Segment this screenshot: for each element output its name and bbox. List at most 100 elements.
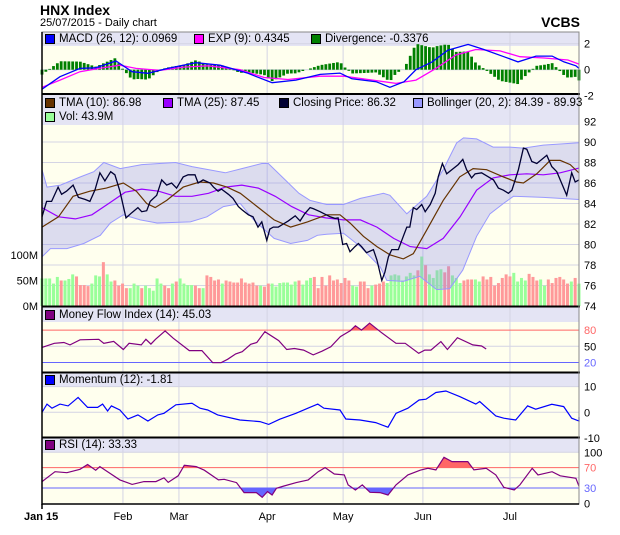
volume-bar bbox=[370, 285, 374, 306]
divergence-bar bbox=[209, 64, 213, 70]
volume-bar bbox=[144, 285, 148, 306]
tma10-line bbox=[41, 159, 580, 260]
volume-bar bbox=[508, 276, 512, 306]
volume-bar bbox=[504, 274, 508, 306]
divergence-bar bbox=[293, 69, 297, 74]
volume-bar bbox=[86, 286, 90, 306]
legend-macd: MACD (26, 12): 0.0969 bbox=[45, 33, 177, 45]
legend-volume: Vol: 43.9M bbox=[45, 111, 113, 123]
legend-mfi-label: Money Flow Index (14): 45.03 bbox=[59, 309, 212, 321]
mfi-tick-label: 20 bbox=[584, 358, 596, 370]
volume-bar bbox=[531, 276, 535, 306]
volume-bar bbox=[424, 265, 428, 306]
legend-tma10: TMA (10): 86.98 bbox=[45, 97, 141, 109]
divergence-bar bbox=[424, 46, 427, 70]
x-tick-label: Mar bbox=[169, 511, 188, 523]
price-tick-label: 76 bbox=[584, 281, 596, 293]
divergence-bar bbox=[508, 69, 512, 83]
volume-bar bbox=[155, 278, 159, 306]
divergence-bar bbox=[366, 69, 370, 73]
divergence-bar bbox=[374, 69, 378, 73]
momentum-line bbox=[41, 390, 580, 428]
x-tick-label: Jun bbox=[414, 511, 432, 523]
price-legend-bar bbox=[42, 95, 579, 125]
volume-bar bbox=[397, 275, 401, 306]
volume-bar bbox=[470, 279, 474, 306]
legend-tma25-label: TMA (25): 87.45 bbox=[177, 97, 260, 109]
volume-bar bbox=[209, 276, 213, 306]
rsi-overbought-fill bbox=[42, 457, 579, 468]
volume-bar bbox=[67, 278, 71, 306]
volume-bar bbox=[63, 280, 67, 306]
divergence-bar bbox=[351, 69, 355, 74]
volume-bar bbox=[473, 279, 477, 306]
close-swatch bbox=[279, 98, 289, 108]
rsi-tick-label: 30 bbox=[584, 483, 596, 495]
mom-legend-bar bbox=[42, 373, 579, 387]
legend-close-label: Closing Price: 86.32 bbox=[293, 97, 396, 109]
divergence-bar bbox=[447, 44, 450, 70]
divergence-bar bbox=[55, 63, 59, 70]
legend-mfi: Money Flow Index (14): 45.03 bbox=[45, 309, 211, 321]
volume-bar bbox=[312, 276, 316, 306]
volume-bar bbox=[481, 276, 485, 306]
volume-bar bbox=[496, 283, 500, 306]
divergence-bar bbox=[512, 69, 516, 84]
volume-bar bbox=[167, 288, 171, 306]
divergence-bar bbox=[443, 44, 447, 70]
divergence-bar bbox=[543, 64, 546, 70]
volume-bar bbox=[404, 276, 408, 306]
divergence-bar bbox=[124, 69, 128, 74]
volume-bar bbox=[477, 281, 481, 306]
legend-exp-label: EXP (9): 0.4345 bbox=[208, 33, 290, 45]
volume-bar bbox=[454, 277, 458, 306]
volume-bar bbox=[190, 285, 194, 306]
divergence-bar bbox=[63, 61, 67, 70]
chart-title: HNX Index bbox=[40, 2, 111, 18]
volume-bar bbox=[285, 282, 289, 306]
volume-bar bbox=[569, 281, 573, 306]
volume-bar bbox=[546, 279, 550, 306]
rsi-tick-label: 100 bbox=[584, 447, 602, 459]
volume-bar bbox=[527, 273, 531, 306]
volume-bar bbox=[270, 283, 274, 306]
volume-bar bbox=[266, 283, 270, 306]
price-tick-label: 92 bbox=[584, 117, 596, 129]
momentum-tick-label: 0 bbox=[584, 407, 590, 419]
volume-bar bbox=[48, 278, 52, 306]
divergence-bar bbox=[263, 69, 266, 76]
legend-rsi: RSI (14): 33.33 bbox=[45, 439, 137, 451]
macd-tick-label: 0 bbox=[584, 65, 590, 77]
x-tick-label: Jul bbox=[503, 511, 517, 523]
divergence-bar bbox=[113, 58, 117, 70]
divergence-bar bbox=[477, 65, 481, 70]
rsi-swatch bbox=[45, 440, 55, 450]
volume-tick-label: 0M bbox=[23, 301, 38, 313]
divergence-bar bbox=[255, 69, 259, 74]
divergence-bar bbox=[500, 69, 504, 82]
volume-bar bbox=[101, 262, 105, 306]
volume-bar bbox=[362, 281, 366, 306]
divergence-bar bbox=[554, 67, 558, 70]
x-tick-label: Jan 15 bbox=[24, 511, 58, 523]
volume-bar bbox=[539, 279, 543, 306]
exp-swatch bbox=[194, 34, 204, 44]
volume-bar bbox=[117, 285, 121, 306]
volume-bar bbox=[401, 280, 405, 306]
macd-legend-bar bbox=[42, 32, 579, 46]
volume-bar bbox=[282, 282, 286, 306]
divergence-bar bbox=[493, 69, 497, 77]
divergence-bar bbox=[462, 51, 466, 70]
volume-bar bbox=[121, 283, 125, 306]
divergence-bar bbox=[569, 69, 573, 78]
volume-bar bbox=[512, 272, 516, 306]
divergence-bar bbox=[535, 65, 539, 70]
divergence-bar bbox=[121, 68, 124, 70]
divergence-bar bbox=[297, 69, 301, 73]
divergence-bar bbox=[312, 67, 316, 70]
volume-bar bbox=[316, 288, 320, 306]
volume-bar bbox=[278, 283, 282, 306]
divergence-bar bbox=[136, 69, 140, 79]
divergence-bar bbox=[282, 69, 286, 76]
